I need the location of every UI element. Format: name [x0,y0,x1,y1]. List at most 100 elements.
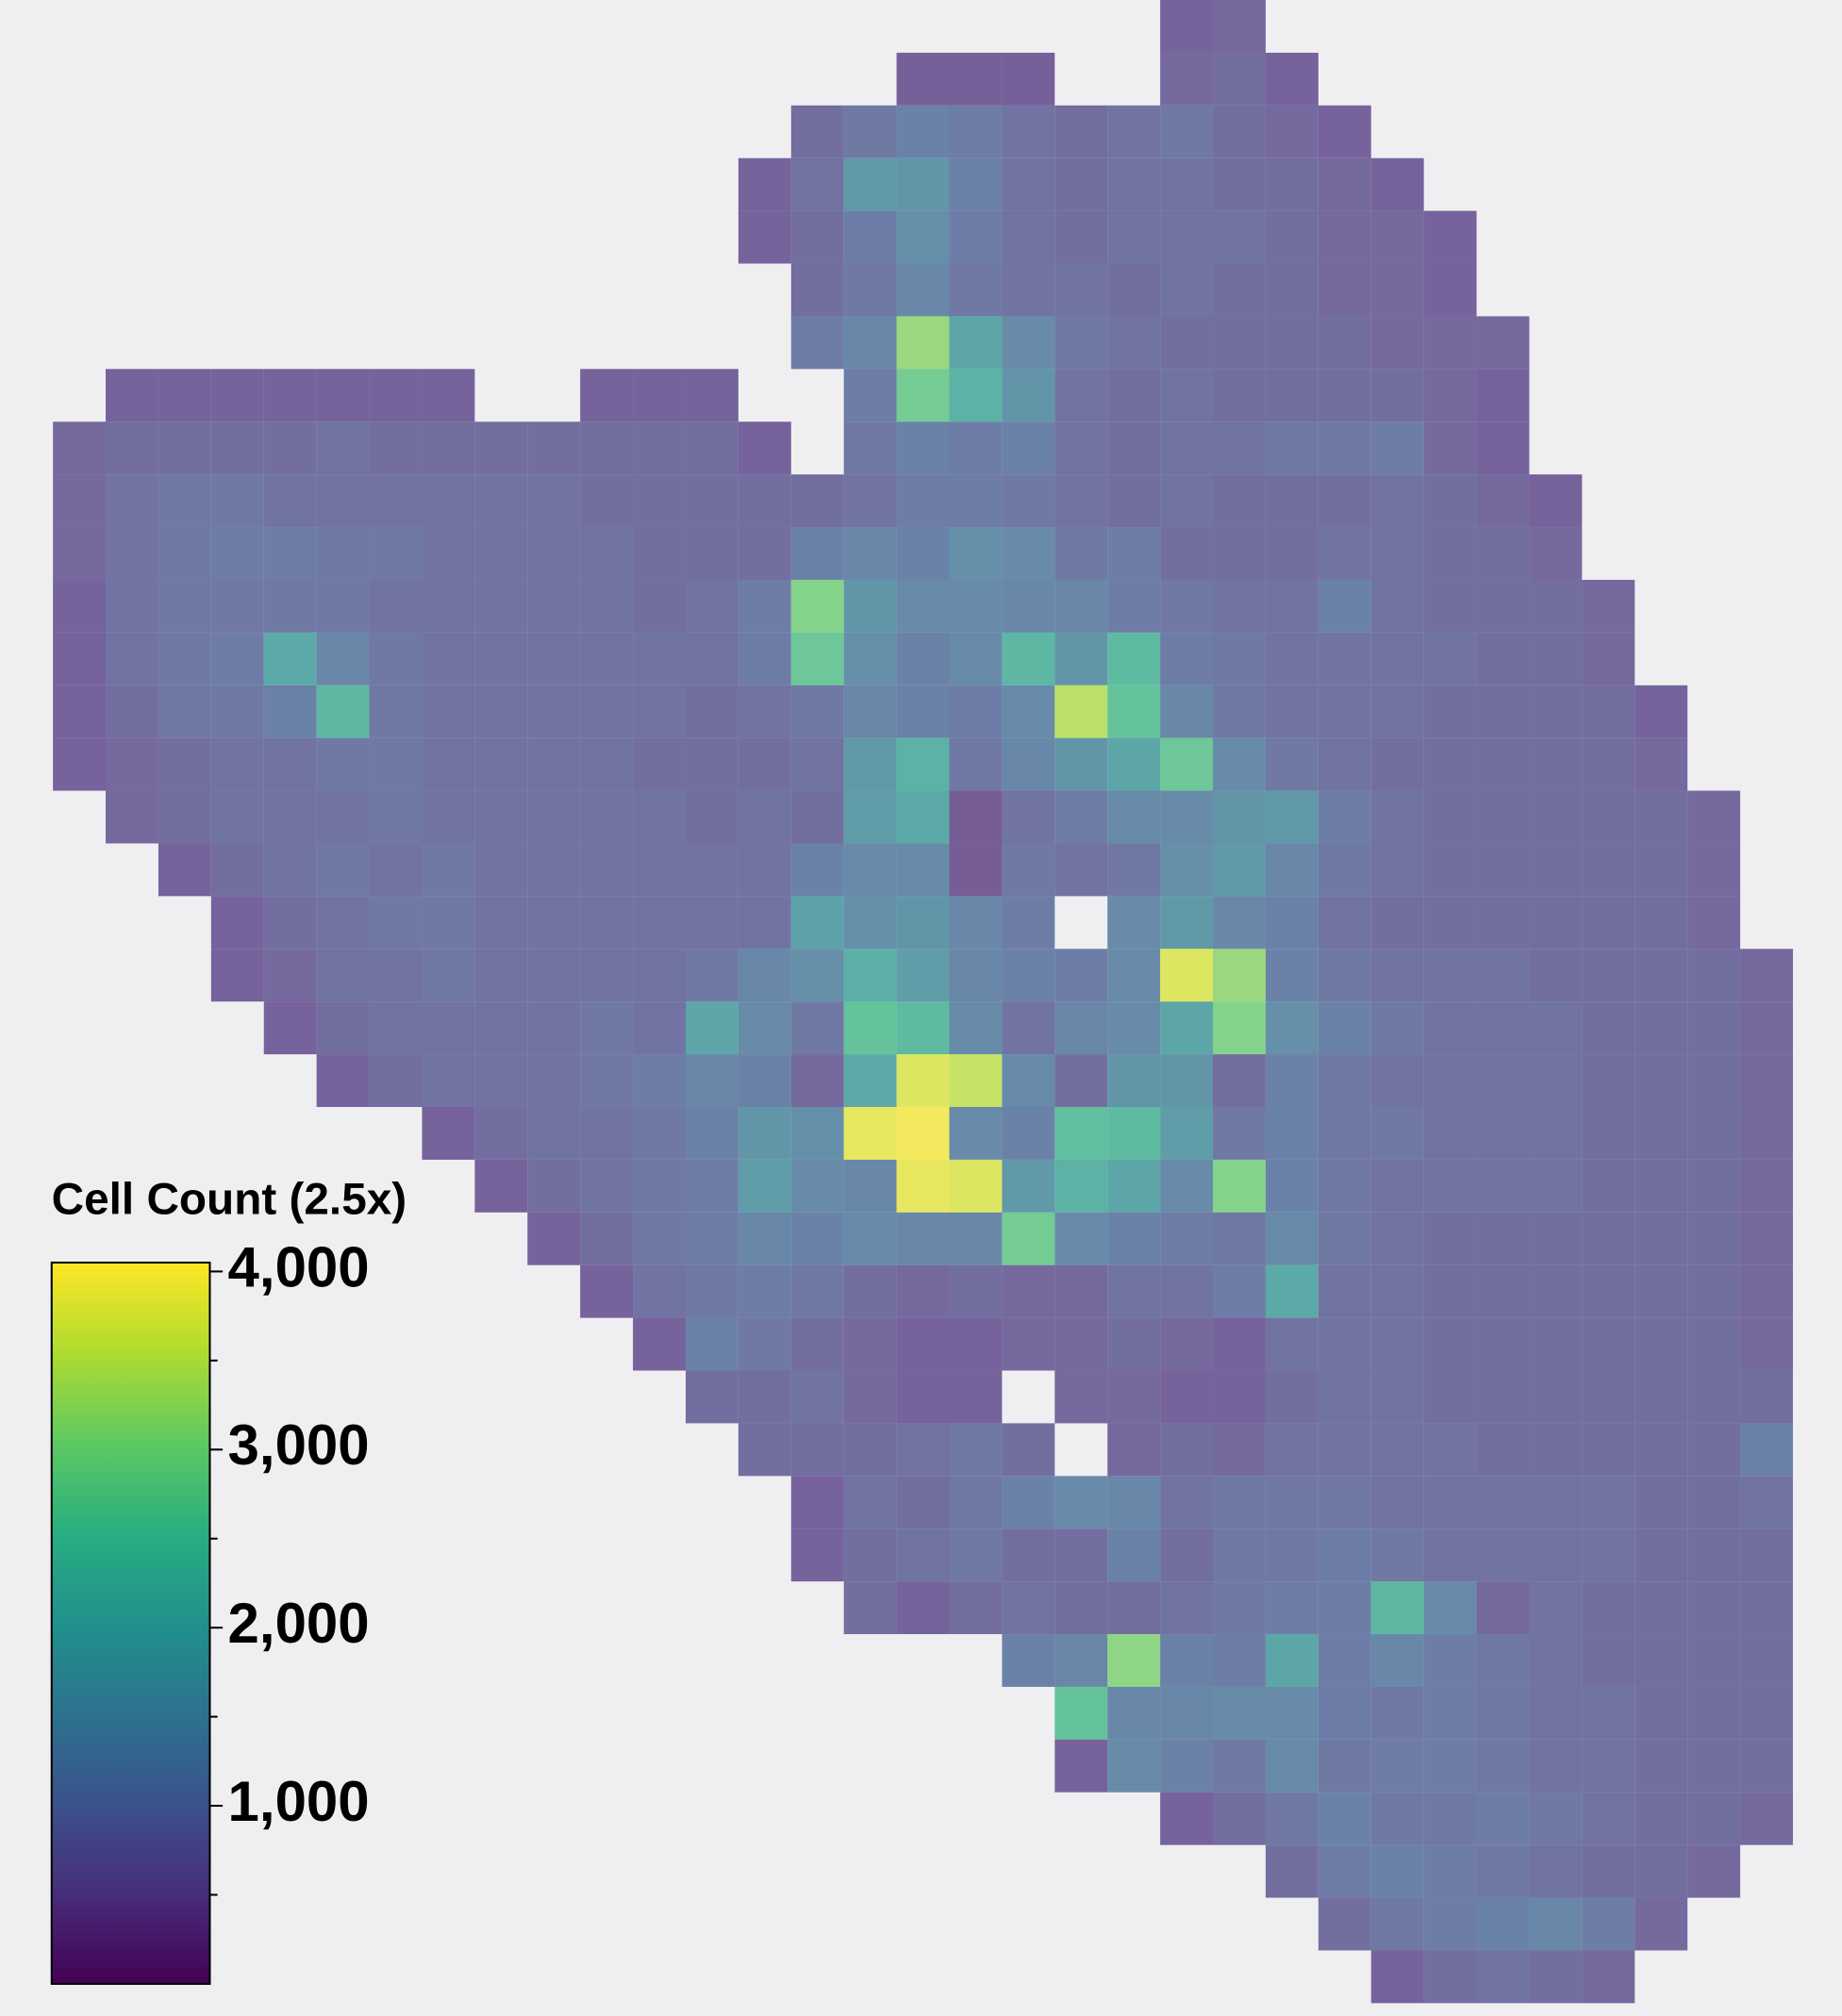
tile [790,632,844,686]
tile [1370,843,1424,897]
tile [738,421,791,475]
tile [1687,1739,1741,1793]
tile [1740,1634,1793,1687]
tile [1687,1159,1741,1213]
tile [1054,737,1108,791]
tile [1370,369,1424,422]
tile [949,105,1003,158]
tile [1635,1581,1688,1635]
tile [1107,210,1161,264]
tile [1318,1581,1371,1635]
tile [1107,685,1161,738]
tile [1002,263,1055,317]
tile [1160,1581,1214,1635]
tile [1687,1317,1741,1371]
tile [158,632,211,686]
tile [422,421,475,475]
tile [158,421,211,475]
tile [1318,1317,1371,1371]
tile [1160,896,1214,950]
tile [949,1054,1003,1107]
tile [1529,1423,1583,1477]
tile [106,579,158,633]
tile [1370,1950,1424,2004]
tile [316,685,370,738]
tile [738,1423,791,1477]
tile [738,210,791,264]
tile [1529,1897,1583,1951]
tile [1160,52,1214,106]
tile [738,527,791,580]
tile [527,843,581,897]
tile [1107,1264,1161,1318]
tile [1529,1370,1583,1424]
tile [1054,949,1108,1002]
tile [1002,157,1055,211]
tile [263,896,317,950]
tile [1265,949,1319,1002]
tile [1107,1106,1161,1160]
tile [790,1212,844,1265]
tile [474,1106,528,1160]
tile [1687,1634,1741,1687]
tile [1423,685,1477,738]
tile [1213,737,1266,791]
tile [949,474,1003,528]
tile [1423,1476,1477,1529]
tile [1160,1264,1214,1318]
tile [580,369,634,422]
tile [1318,105,1371,158]
tile [1213,1792,1266,1845]
tile [1213,369,1266,422]
tile [896,1370,950,1424]
tile [1213,316,1266,370]
tile [790,474,844,528]
tile [1160,0,1214,53]
tile [738,1054,791,1107]
tile [1529,1686,1583,1740]
tile [474,843,528,897]
tile [1213,1423,1266,1477]
tile [1107,157,1161,211]
tile [1265,1476,1319,1529]
tile [1160,1739,1214,1793]
tile [1160,263,1214,317]
tile [1002,1317,1055,1371]
tile [1265,210,1319,264]
tile [316,843,370,897]
tile [843,790,897,844]
tile [1265,1581,1319,1635]
tile [106,369,158,422]
tile [580,843,634,897]
tile [1582,1844,1635,1898]
tile [1213,1317,1266,1371]
tile [1476,369,1530,422]
tile [1529,685,1583,738]
tile [738,843,791,897]
tile [1054,1264,1108,1318]
tile [1213,474,1266,528]
tile [1740,1317,1793,1371]
tile [896,52,950,106]
tile [1265,474,1319,528]
tile [1476,421,1530,475]
tile [1318,316,1371,370]
tile [106,421,158,475]
tile [316,949,370,1002]
tile [1423,421,1477,475]
tile [949,896,1003,950]
tile [1213,685,1266,738]
tile [422,369,475,422]
tile [949,1581,1003,1635]
tile [1160,1370,1214,1424]
tile [1529,1159,1583,1213]
tile [896,157,950,211]
tile [896,1529,950,1582]
tile [790,949,844,1002]
tile [1213,527,1266,580]
tile [1529,843,1583,897]
tile [738,1106,791,1160]
tile [1476,1476,1530,1529]
tile [1160,369,1214,422]
tile [896,632,950,686]
